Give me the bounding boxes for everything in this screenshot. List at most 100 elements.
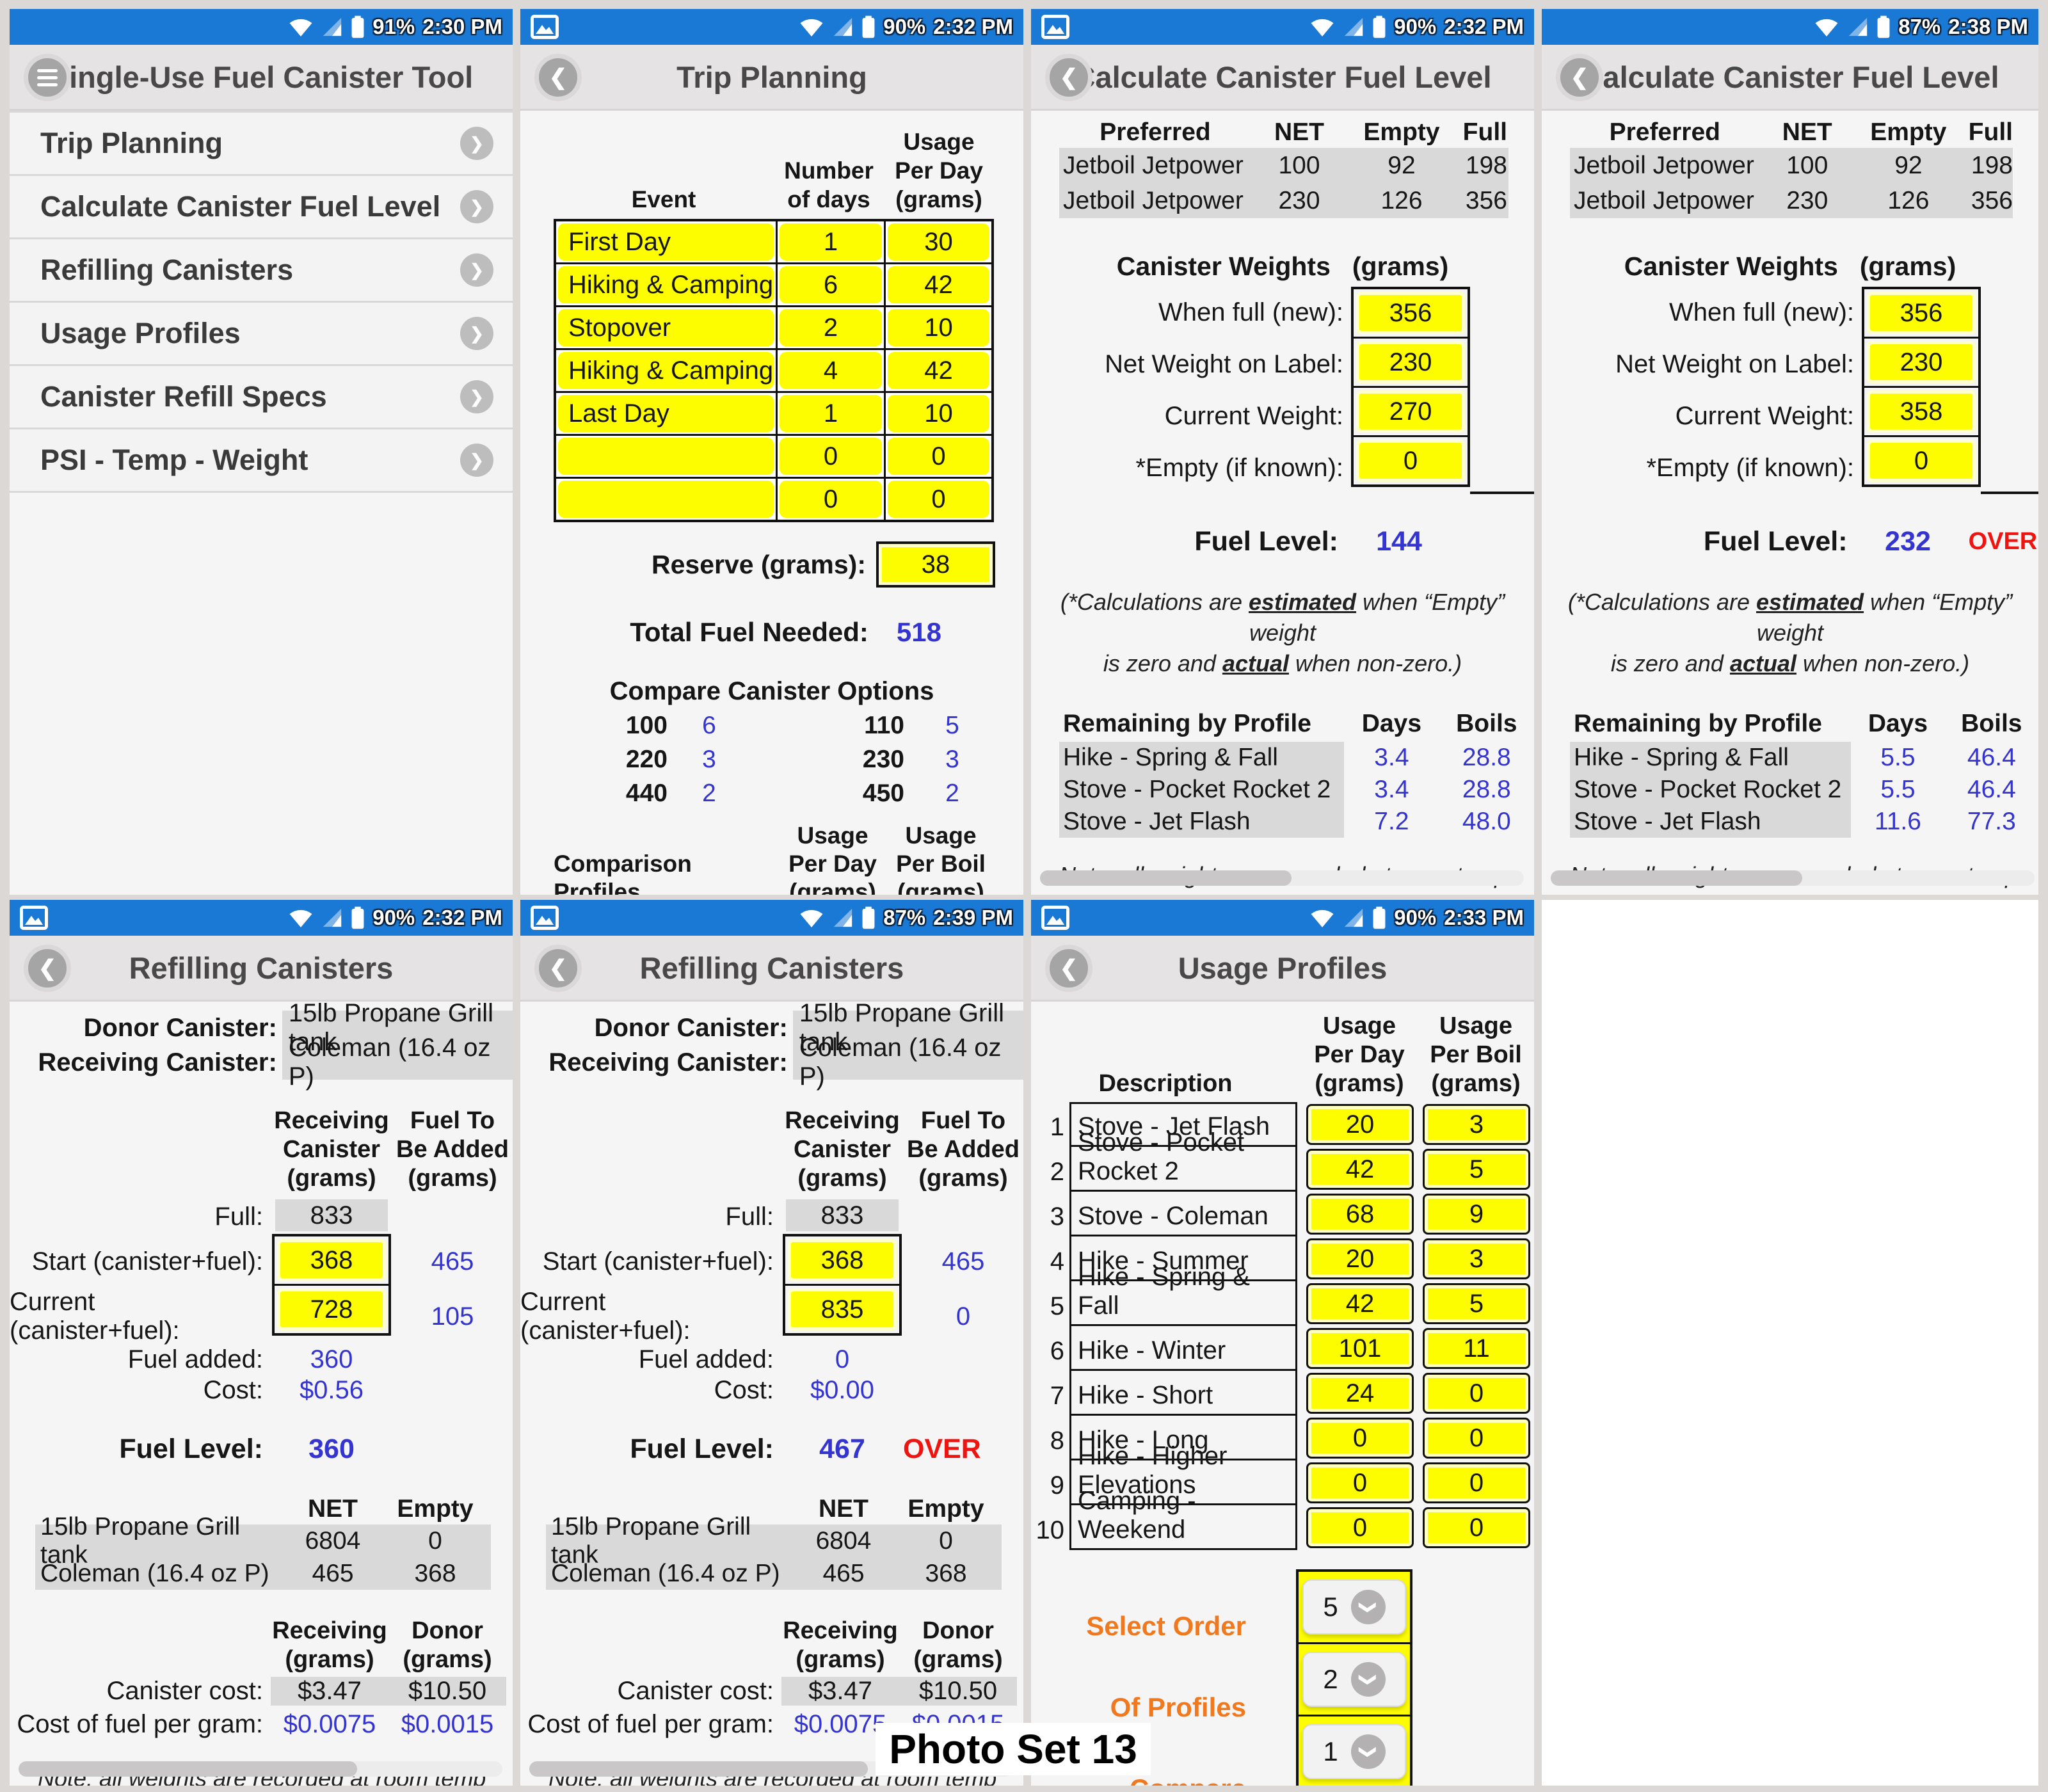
order-dropdown-1[interactable]: 5 ❯ [1302, 1580, 1406, 1635]
per-day-input[interactable]: 0 [1306, 1507, 1414, 1548]
per-boil-input[interactable]: 9 [1423, 1194, 1530, 1235]
reserve-input[interactable]: 38 [876, 541, 995, 588]
event-cell[interactable] [556, 436, 776, 477]
weight-input[interactable]: 230 [1356, 341, 1465, 383]
event-cell[interactable]: Stopover [556, 307, 776, 348]
back-button[interactable]: ❮ [24, 945, 71, 992]
back-button[interactable]: ❮ [534, 54, 582, 101]
canister-selectors[interactable]: 15lb Propane Grill tank Coleman (16.4 oz… [792, 999, 1023, 1091]
profile-description[interactable]: Stove - Coleman [1069, 1190, 1297, 1236]
per-boil-input[interactable]: 0 [1423, 1462, 1530, 1503]
event-cell[interactable]: Last Day [556, 393, 776, 434]
days-cell[interactable]: 0 [776, 479, 884, 520]
remaining-headers: Remaining by Profile Days Boils [1574, 710, 2022, 737]
start-weight-input[interactable]: 368 [788, 1239, 897, 1281]
weight-input[interactable]: 358 [1867, 390, 1976, 433]
event-cell[interactable]: First Day [556, 221, 776, 262]
per-day-input[interactable]: 68 [1306, 1194, 1414, 1235]
order-dropdown-2[interactable]: 2 ❯ [1302, 1652, 1406, 1707]
profile-description[interactable]: Stove - Pocket Rocket 2 [1069, 1128, 1297, 1192]
canister-selectors[interactable]: 15lb Propane Grill tank Coleman (16.4 oz… [282, 999, 513, 1091]
current-weight-input[interactable]: 835 [788, 1288, 897, 1331]
event-cell[interactable]: Hiking & Camping [556, 264, 776, 305]
per-boil-input[interactable]: 3 [1423, 1238, 1530, 1279]
horizontal-scrollbar[interactable] [19, 1761, 502, 1777]
per-day-input[interactable]: 42 [1306, 1283, 1414, 1324]
per-boil-input[interactable]: 5 [1423, 1283, 1530, 1324]
usage-cell[interactable]: 10 [884, 307, 991, 348]
days-cell[interactable]: 1 [776, 393, 884, 434]
current-weight-input[interactable]: 728 [277, 1288, 386, 1331]
days-cell[interactable]: 1 [776, 221, 884, 262]
menu-item[interactable]: PSI - Temp - Weight ❯ [10, 428, 513, 491]
profile-order-section: Select Order Of Profiles Compare 5❯ 2❯ 1… [1031, 1569, 1534, 1786]
per-boil-input[interactable]: 0 [1423, 1373, 1530, 1414]
divider [1981, 492, 2038, 494]
profile-description[interactable]: Hike - Spring & Fall [1069, 1263, 1297, 1326]
weights-title: Canister Weights [1116, 252, 1331, 281]
compare-table: 100 6 110 5 220 3 230 3 440 2 450 2 [520, 712, 1023, 808]
per-boil-input[interactable]: 0 [1423, 1507, 1530, 1548]
per-day-input[interactable]: 0 [1306, 1462, 1414, 1503]
horizontal-scrollbar[interactable] [1040, 870, 1524, 886]
back-button[interactable]: ❮ [1045, 54, 1092, 101]
profile-description[interactable]: Hike - Short [1069, 1369, 1297, 1416]
menu-item[interactable]: Calculate Canister Fuel Level ❯ [10, 174, 513, 237]
days-cell[interactable]: 6 [776, 264, 884, 305]
back-button[interactable]: ❮ [1556, 54, 1603, 101]
cost-value: $0.56 [299, 1375, 364, 1404]
horizontal-scrollbar[interactable] [1551, 870, 2035, 886]
menu-item[interactable]: Refilling Canisters ❯ [10, 237, 513, 301]
menu-item[interactable]: Trip Planning ❯ [10, 111, 513, 174]
days-cell[interactable]: 0 [776, 436, 884, 477]
weight-labels: When full (new): Net Weight on Label: Curr… [1542, 287, 1862, 494]
menu-item[interactable]: Canister Refill Specs ❯ [10, 364, 513, 428]
usage-cell[interactable]: 42 [884, 264, 991, 305]
per-boil-input[interactable]: 0 [1423, 1418, 1530, 1459]
weight-input[interactable]: 0 [1867, 440, 1976, 482]
usage-cell[interactable]: 0 [884, 479, 991, 520]
weight-inputs: 356 230 358 0 [1862, 287, 1981, 487]
per-day-input[interactable]: 20 [1306, 1104, 1414, 1145]
start-weight-input[interactable]: 368 [277, 1239, 386, 1281]
weight-input[interactable]: 356 [1356, 292, 1465, 334]
usage-cell[interactable]: 10 [884, 393, 991, 434]
per-day-input[interactable]: 101 [1306, 1328, 1414, 1369]
fuel-level-value: 144 [1376, 526, 1422, 557]
per-boil-input[interactable]: 3 [1423, 1104, 1530, 1145]
back-button[interactable]: ❮ [1045, 945, 1092, 992]
per-day-input[interactable]: 0 [1306, 1418, 1414, 1459]
weight-input[interactable]: 270 [1356, 390, 1465, 433]
trip-table: First Day 1 30 Hiking & Camping 6 42 Sto… [554, 219, 994, 522]
usage-cell[interactable]: 30 [884, 221, 991, 262]
days-cell[interactable]: 4 [776, 350, 884, 391]
per-day-input[interactable]: 24 [1306, 1373, 1414, 1414]
profile-description[interactable]: Hike - Winter [1069, 1324, 1297, 1371]
wifi-icon [799, 907, 824, 929]
per-day-input[interactable]: 42 [1306, 1149, 1414, 1190]
menu-item[interactable]: Usage Profiles ❯ [10, 301, 513, 364]
profile-description[interactable]: Stove - Jet Flash [1069, 1102, 1297, 1147]
usage-cell[interactable]: 42 [884, 350, 991, 391]
days-cell[interactable]: 2 [776, 307, 884, 348]
profile-description[interactable]: Hike - Higher Elevations [1069, 1442, 1297, 1505]
usage-cell[interactable]: 0 [884, 436, 991, 477]
profile-description[interactable]: Camping - Weekend [1069, 1487, 1297, 1550]
weight-input[interactable]: 356 [1867, 292, 1976, 334]
per-day-input[interactable]: 20 [1306, 1238, 1414, 1279]
usage-row: 3 Stove - Coleman 68 9 [1031, 1190, 1534, 1236]
menu-button[interactable] [24, 54, 71, 101]
per-boil-input[interactable]: 5 [1423, 1149, 1530, 1190]
profile-description[interactable]: Hike - Summer [1069, 1235, 1297, 1281]
fuel-added-label: Fuel added: [638, 1345, 774, 1373]
event-cell[interactable]: Hiking & Camping [556, 350, 776, 391]
per-boil-input[interactable]: 11 [1423, 1328, 1530, 1369]
remaining-row: Stove - Jet Flash 7.2 48.0 [1059, 806, 1534, 838]
weight-input[interactable]: 230 [1867, 341, 1976, 383]
clock: 2:32 PM [933, 15, 1013, 38]
weight-input[interactable]: 0 [1356, 440, 1465, 482]
order-dropdown-3[interactable]: 1 ❯ [1302, 1724, 1406, 1779]
back-button[interactable]: ❮ [534, 945, 582, 992]
event-cell[interactable] [556, 479, 776, 520]
